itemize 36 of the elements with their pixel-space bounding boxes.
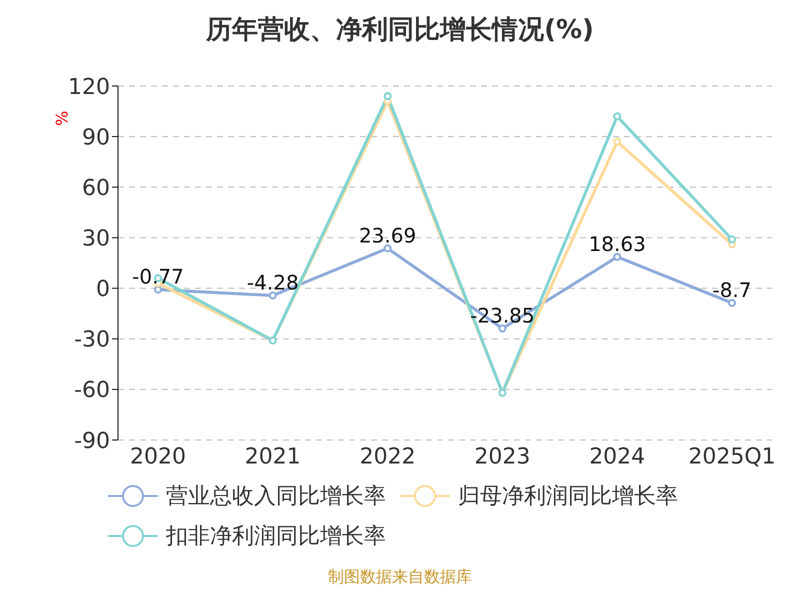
y-tick-label: 90 [82, 125, 110, 150]
y-tick-label: -90 [74, 428, 110, 454]
point [613, 138, 622, 146]
x-tick-label: 2023 [474, 444, 530, 470]
data-label: 23.69 [358, 223, 416, 248]
y-tick-label: -30 [74, 328, 110, 353]
y-tick-label: 60 [82, 176, 110, 201]
x-tick-label: 2020 [130, 444, 186, 470]
x-tick-label: 2021 [244, 444, 301, 470]
data-label: -23.85 [470, 303, 535, 328]
x-tick-label: 2022 [360, 444, 416, 470]
data-label: 18.63 [588, 232, 646, 256]
legend-label: 营业总收入同比增长率 [166, 483, 386, 511]
x-tick-label: 2025Q1 [688, 444, 776, 470]
x-tick-label: 2024 [589, 444, 646, 470]
point [384, 92, 392, 100]
point [154, 286, 162, 294]
point [728, 298, 736, 307]
y-tick-label: 120 [68, 74, 110, 100]
chart-title: 历年营收、净利同比增长情况(%) [204, 14, 595, 47]
point [498, 324, 506, 332]
data-label: -0.77 [132, 264, 184, 289]
y-tick-label: 30 [82, 226, 110, 252]
point [728, 235, 736, 244]
y-tick-label: -60 [74, 378, 110, 404]
y-axis-title: % [52, 110, 72, 126]
point [613, 112, 622, 120]
data-label: -8.7 [712, 278, 752, 302]
point [268, 292, 277, 300]
point [384, 244, 392, 252]
y-tick-label: 0 [96, 277, 110, 302]
legend-label: 归母净利润同比增长率 [458, 483, 678, 511]
text: 制图数据来自数据库 [327, 567, 473, 588]
legend-label: 扣非净利润同比增长率 [166, 523, 386, 551]
point [613, 252, 622, 261]
data-label: -4.28 [246, 270, 299, 294]
